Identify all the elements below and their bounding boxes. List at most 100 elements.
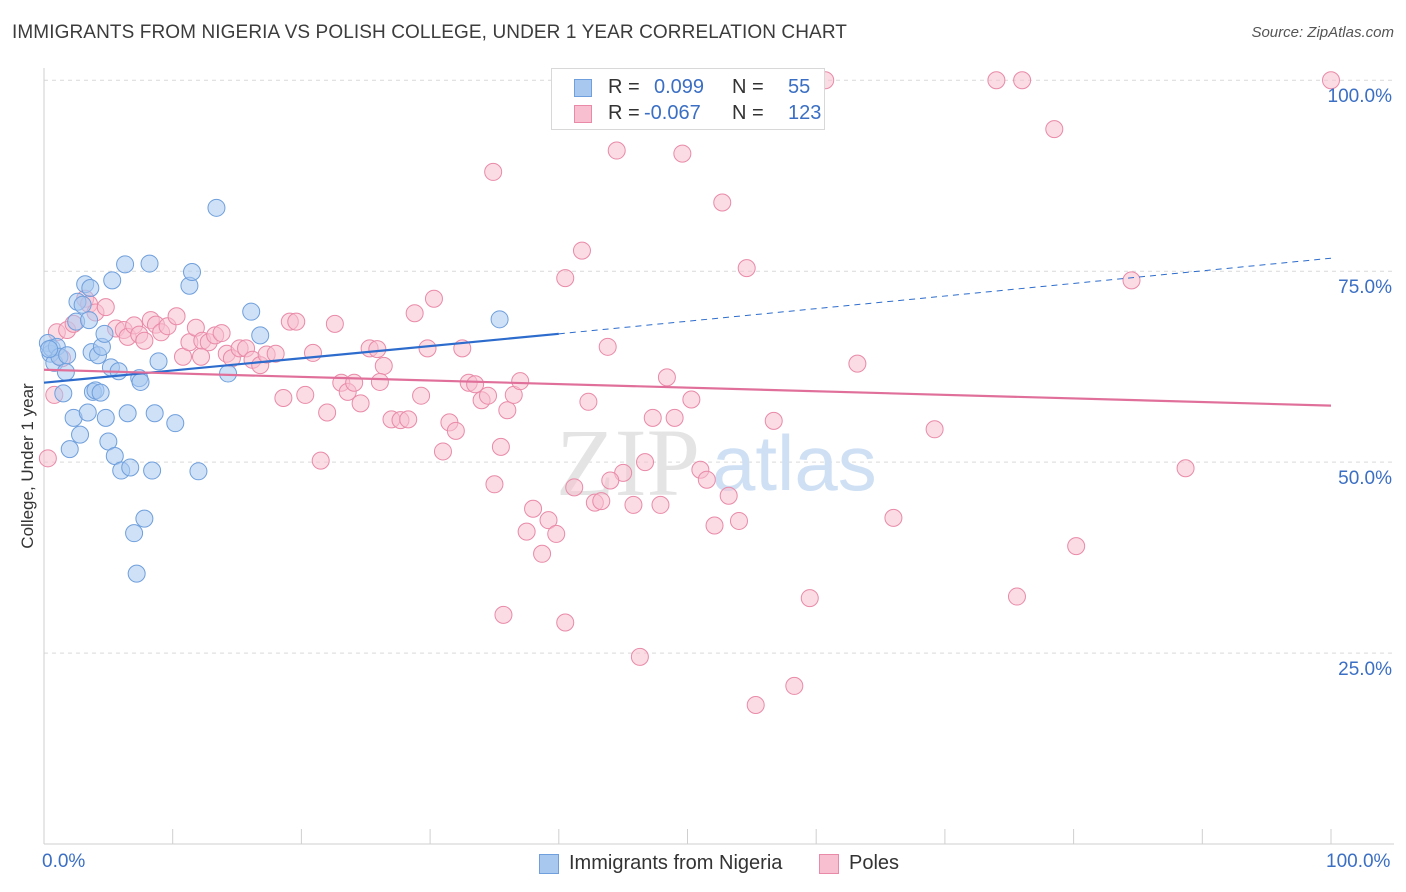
data-point <box>149 352 168 371</box>
data-point <box>485 475 504 494</box>
data-point <box>705 516 724 535</box>
data-point <box>135 331 154 350</box>
data-point <box>251 326 270 345</box>
data-point <box>287 312 306 331</box>
data-point <box>746 696 765 715</box>
watermark-atlas: atlas <box>712 419 877 507</box>
data-point <box>127 564 146 583</box>
data-point <box>848 354 867 373</box>
data-point <box>729 511 748 530</box>
legend-swatch-poles <box>819 854 839 874</box>
data-point <box>189 462 208 481</box>
data-point <box>785 676 804 695</box>
data-point <box>925 420 944 439</box>
r-value-nigeria: 0.099 <box>654 76 705 98</box>
data-point <box>494 605 513 624</box>
data-point <box>212 324 231 343</box>
data-point <box>697 470 716 489</box>
data-point <box>266 344 285 363</box>
data-point <box>446 421 465 440</box>
data-point <box>884 508 903 527</box>
data-point <box>665 408 684 427</box>
y-tick-label-100: 100.0% <box>1327 86 1392 107</box>
data-point <box>601 471 620 490</box>
data-point <box>81 279 100 298</box>
r-value-poles: -0.067 <box>644 102 701 124</box>
data-point <box>466 375 485 394</box>
data-point <box>374 356 393 375</box>
data-point <box>412 386 431 405</box>
y-axis-label: College, Under 1 year <box>18 383 37 549</box>
data-point <box>624 495 643 514</box>
data-point <box>490 310 509 329</box>
data-point <box>565 478 584 497</box>
data-point <box>135 509 154 528</box>
data-point <box>370 372 389 391</box>
y-tick-label-50: 50.0% <box>1338 468 1392 489</box>
data-point <box>556 613 575 632</box>
data-point <box>1045 120 1064 139</box>
data-point <box>274 388 293 407</box>
data-point <box>125 524 144 543</box>
data-point <box>424 289 443 308</box>
data-point <box>183 262 202 281</box>
data-point <box>207 198 226 217</box>
data-point <box>56 363 75 382</box>
trend-lines <box>43 257 1332 407</box>
data-point <box>303 343 322 362</box>
data-point <box>572 241 591 260</box>
legend-swatch-nigeria <box>539 854 559 874</box>
data-point <box>607 141 626 160</box>
data-point <box>737 259 756 278</box>
data-point <box>118 404 137 423</box>
data-point <box>311 451 330 470</box>
data-point <box>96 298 115 317</box>
data-point <box>95 324 114 343</box>
data-point <box>987 71 1006 90</box>
x-tick-label-max: 100.0% <box>1326 851 1391 872</box>
legend-swatch-nigeria <box>574 79 592 97</box>
data-point <box>325 314 344 333</box>
data-point <box>657 368 676 387</box>
data-point <box>131 372 150 391</box>
data-point <box>579 392 598 411</box>
n-label: N = <box>732 76 764 98</box>
data-point <box>1067 537 1086 556</box>
trend-line-1 <box>43 368 1332 407</box>
data-point <box>345 373 364 392</box>
y-tick-label-25: 25.0% <box>1338 659 1392 680</box>
data-point <box>636 453 655 472</box>
nigeria-points <box>38 198 509 583</box>
poles-points <box>38 71 1340 715</box>
data-point <box>121 458 140 477</box>
r-label: R = <box>608 76 640 98</box>
data-point <box>192 347 211 366</box>
data-point <box>96 408 115 427</box>
data-point <box>592 492 611 511</box>
data-point <box>524 499 543 518</box>
data-point <box>219 364 238 383</box>
data-point <box>405 304 424 323</box>
legend-swatch-poles <box>574 105 592 123</box>
data-point <box>296 385 315 404</box>
data-point <box>673 144 692 163</box>
data-point <box>1322 71 1340 90</box>
data-point <box>511 372 530 391</box>
n-value-poles: 123 <box>788 102 822 124</box>
stats-legend: R = 0.099 N = 55 R = -0.067 N = 123 <box>551 68 825 130</box>
data-point <box>517 522 536 541</box>
data-point <box>651 495 670 514</box>
data-point <box>143 461 162 480</box>
data-point <box>539 511 558 530</box>
data-point <box>242 302 261 321</box>
data-point <box>598 337 617 356</box>
data-point <box>1007 587 1026 606</box>
data-point <box>491 437 510 456</box>
data-point <box>643 408 662 427</box>
data-point <box>533 544 552 563</box>
data-point <box>103 271 122 290</box>
data-point <box>60 440 79 459</box>
data-point <box>719 486 738 505</box>
source-label: Source: ZipAtlas.com <box>1251 24 1394 41</box>
